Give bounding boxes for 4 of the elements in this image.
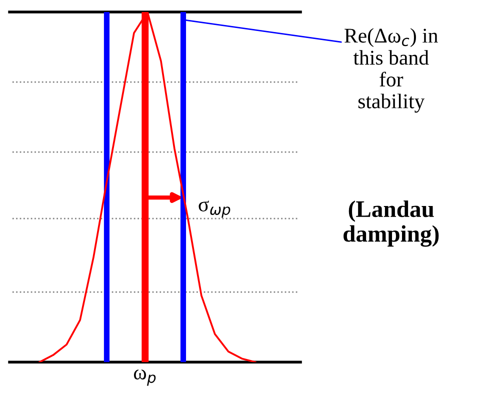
text: (Landau damping): [344, 200, 439, 247]
text: Re(Δω$_{c}$) in this band for stability: [344, 28, 438, 113]
text: ω$_{p}$: [134, 370, 156, 386]
annotation: σ$_{ωp}$: [198, 200, 230, 218]
